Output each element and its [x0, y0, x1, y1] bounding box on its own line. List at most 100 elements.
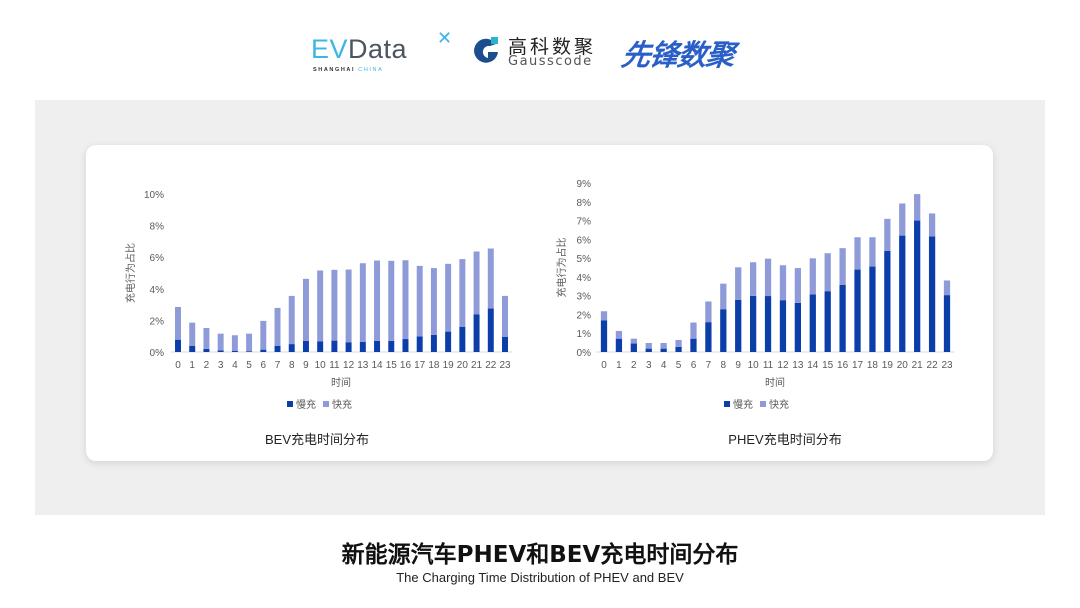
- phev-x-tick-label: 17: [852, 360, 864, 371]
- bev-bar-slow: [402, 339, 409, 352]
- bev-y-tick-label: 8%: [150, 222, 165, 233]
- bev-bar-slow: [359, 341, 366, 352]
- bev-chart-caption: BEV充电时间分布: [265, 432, 369, 447]
- phev-bar-slow: [943, 295, 951, 352]
- phev-bar-slow: [690, 338, 697, 352]
- phev-bar-fast: [705, 301, 712, 323]
- phev-x-tick-label: 6: [691, 360, 697, 371]
- bev-x-tick-label: 14: [371, 360, 383, 371]
- phev-bar-slow: [928, 236, 936, 352]
- bev-y-tick-label: 4%: [150, 285, 165, 296]
- bev-x-tick-label: 23: [499, 360, 511, 371]
- phev-x-tick-label: 12: [777, 360, 789, 371]
- bev-legend-swatch-slow: [287, 401, 293, 407]
- bev-x-tick-label: 11: [329, 360, 340, 371]
- gausscode-en: Gausscode: [508, 54, 593, 69]
- bev-x-tick-label: 4: [232, 360, 238, 371]
- phev-bar-fast: [899, 203, 906, 236]
- bev-bar-fast: [331, 269, 338, 341]
- phev-bar-fast: [794, 268, 802, 303]
- phev-x-tick-label: 9: [735, 360, 741, 371]
- phev-y-tick-label: 0%: [577, 348, 592, 359]
- phev-legend-swatch-slow: [724, 401, 730, 407]
- bev-bar-slow: [246, 351, 253, 352]
- phev-bar-fast: [660, 342, 667, 349]
- bev-bar-slow: [459, 326, 466, 352]
- bev-legend-swatch-fast: [323, 401, 329, 407]
- bev-legend-label: 快充: [332, 398, 352, 411]
- bev-x-tick-label: 18: [428, 360, 440, 371]
- phev-bar-fast: [869, 237, 876, 267]
- phev-bar-slow: [749, 295, 757, 352]
- bev-x-tick-label: 1: [189, 360, 195, 371]
- phev-bar-slow: [854, 269, 861, 352]
- bev-bar-fast: [359, 263, 366, 342]
- bev-bar-fast: [246, 333, 253, 352]
- bev-y-tick-label: 2%: [150, 316, 165, 327]
- bev-bar-slow: [374, 340, 381, 352]
- logo-bar: EVData ✕ SHANGHAI CHINA 高科数聚 Gausscode 先…: [0, 24, 1080, 74]
- bev-x-tick-label: 6: [261, 360, 267, 371]
- phev-legend-swatch-fast: [760, 401, 766, 407]
- bev-bar-slow: [473, 314, 480, 352]
- phev-x-tick-label: 18: [867, 360, 879, 371]
- bev-bar-slow: [302, 340, 309, 352]
- bev-x-tick-label: 16: [400, 360, 412, 371]
- page-subtitle: The Charging Time Distribution of PHEV a…: [396, 570, 684, 585]
- phev-bar-slow: [824, 291, 831, 352]
- bev-bar-slow: [416, 336, 423, 352]
- bev-bar-slow: [288, 344, 295, 352]
- phev-bar-fast: [943, 280, 951, 296]
- bev-bar-fast: [260, 320, 267, 350]
- bev-x-axis-title: 时间: [331, 376, 351, 389]
- phev-bar-fast: [854, 237, 861, 270]
- bev-bar-slow: [445, 331, 452, 352]
- bev-y-tick-label: 10%: [144, 190, 164, 201]
- bev-x-tick-label: 9: [303, 360, 309, 371]
- phev-x-tick-label: 1: [616, 360, 622, 371]
- bev-bar-slow: [331, 340, 338, 352]
- bev-bar-fast: [459, 259, 466, 327]
- bev-x-tick-label: 13: [357, 360, 369, 371]
- bev-bar-slow: [189, 345, 196, 352]
- bev-bar-fast: [288, 295, 295, 345]
- phev-x-tick-label: 3: [646, 360, 652, 371]
- bev-x-tick-label: 20: [457, 360, 469, 371]
- phev-x-tick-label: 11: [763, 360, 774, 371]
- phev-x-tick-label: 10: [748, 360, 760, 371]
- phev-bar-fast: [928, 213, 936, 237]
- phev-bar-slow: [675, 346, 682, 352]
- bev-bar-fast: [203, 327, 210, 349]
- bev-x-tick-label: 10: [315, 360, 327, 371]
- bev-legend-label: 慢充: [296, 398, 316, 411]
- phev-y-axis-title: 充电行为占比: [555, 238, 568, 298]
- bev-y-tick-label: 6%: [150, 253, 165, 264]
- bev-bar-slow: [430, 334, 437, 352]
- phev-x-tick-label: 21: [912, 360, 924, 371]
- bev-bar-fast: [502, 295, 508, 337]
- phev-x-axis-title: 时间: [765, 376, 785, 389]
- phev-chart-caption: PHEV充电时间分布: [728, 432, 841, 447]
- bev-x-tick-label: 22: [485, 360, 497, 371]
- bev-x-tick-label: 17: [414, 360, 426, 371]
- phev-x-tick-label: 22: [927, 360, 939, 371]
- bev-x-tick-label: 0: [175, 360, 181, 371]
- bev-bar-slow: [487, 308, 494, 352]
- phev-bar-slow: [884, 250, 891, 352]
- phev-bar-fast: [645, 342, 652, 349]
- bev-bar-fast: [175, 306, 181, 340]
- phev-bar-slow: [809, 294, 816, 352]
- bev-bar-fast: [388, 260, 395, 341]
- phev-bar-slow: [735, 299, 742, 352]
- phev-bar-fast: [764, 258, 772, 297]
- bev-x-tick-label: 3: [218, 360, 224, 371]
- phev-x-tick-label: 16: [837, 360, 849, 371]
- phev-bar-slow: [600, 320, 608, 352]
- phev-x-tick-label: 13: [792, 360, 804, 371]
- phev-x-tick-label: 14: [807, 360, 819, 371]
- bev-x-tick-label: 21: [471, 360, 483, 371]
- evdata-sub-b: CHINA: [358, 67, 384, 73]
- phev-bar-fast: [914, 194, 921, 221]
- phev-bar-fast: [630, 338, 637, 344]
- phev-x-tick-label: 4: [661, 360, 667, 371]
